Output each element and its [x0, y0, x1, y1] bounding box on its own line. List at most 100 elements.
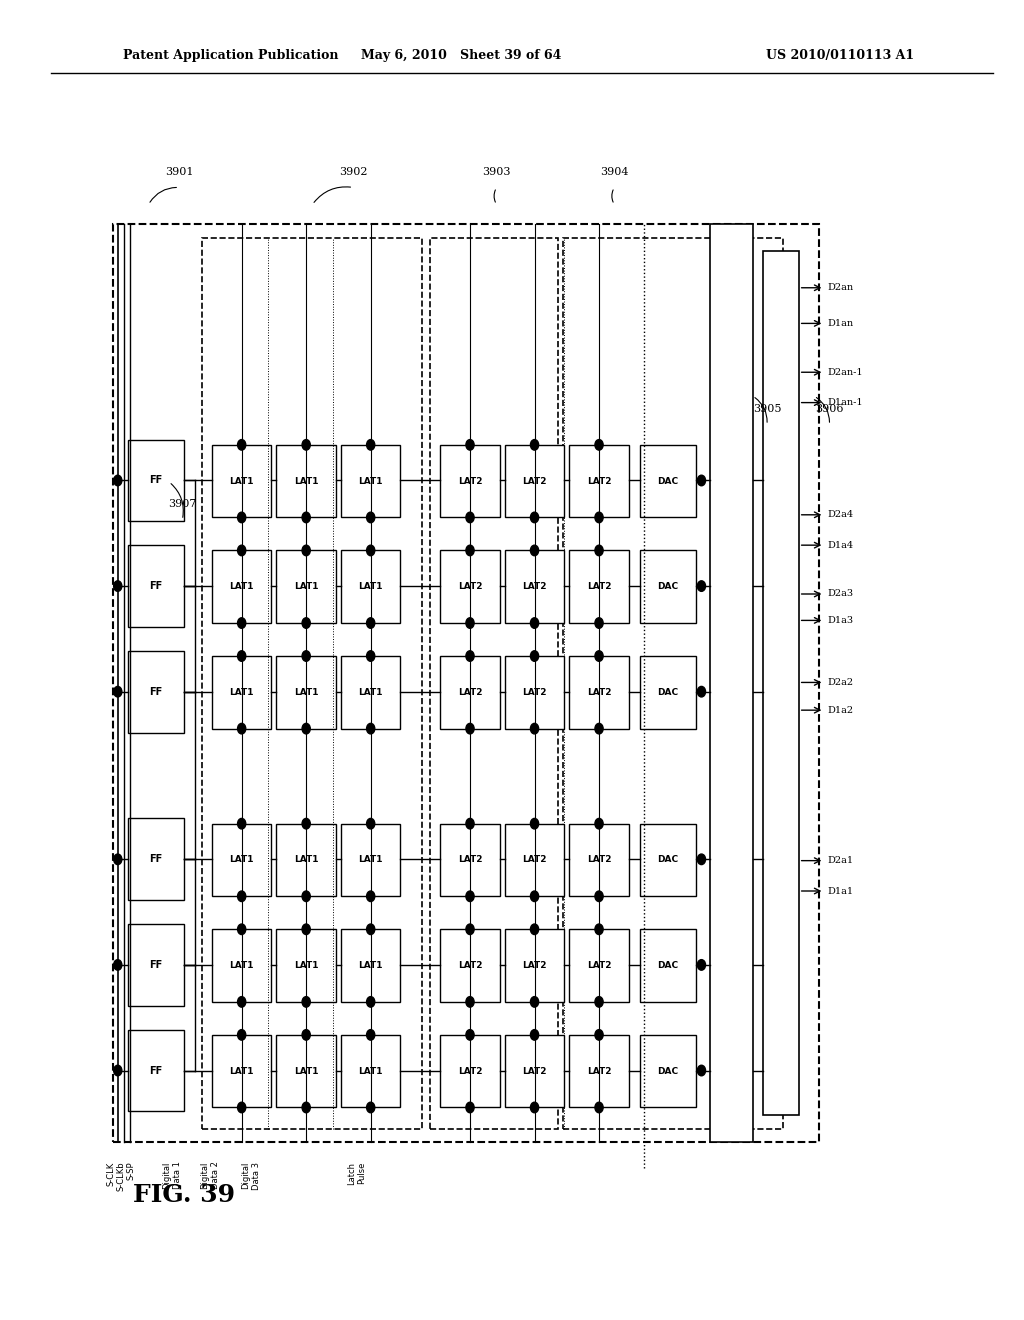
- FancyBboxPatch shape: [569, 656, 629, 729]
- Circle shape: [595, 818, 603, 829]
- Text: LAT1: LAT1: [358, 688, 383, 697]
- FancyBboxPatch shape: [341, 550, 400, 623]
- FancyBboxPatch shape: [128, 924, 184, 1006]
- Text: DAC: DAC: [657, 688, 679, 697]
- Circle shape: [595, 618, 603, 628]
- Circle shape: [530, 545, 539, 556]
- Circle shape: [697, 960, 706, 970]
- Text: D1a1: D1a1: [827, 887, 854, 895]
- Circle shape: [238, 545, 246, 556]
- Circle shape: [367, 1030, 375, 1040]
- Circle shape: [466, 1102, 474, 1113]
- Text: Digital
Data 3: Digital Data 3: [242, 1162, 260, 1189]
- Circle shape: [302, 924, 310, 935]
- FancyBboxPatch shape: [276, 824, 336, 896]
- Circle shape: [302, 440, 310, 450]
- Circle shape: [367, 618, 375, 628]
- FancyBboxPatch shape: [640, 445, 696, 517]
- Text: D2a1: D2a1: [827, 857, 854, 865]
- Text: LAT2: LAT2: [522, 477, 547, 486]
- FancyBboxPatch shape: [212, 929, 271, 1002]
- Text: 3906: 3906: [815, 404, 844, 414]
- FancyBboxPatch shape: [569, 445, 629, 517]
- Text: LAT1: LAT1: [294, 855, 318, 865]
- Text: DAC: DAC: [657, 961, 679, 970]
- Circle shape: [238, 440, 246, 450]
- Text: DAC: DAC: [657, 477, 679, 486]
- Text: D2an: D2an: [827, 284, 854, 292]
- Circle shape: [238, 997, 246, 1007]
- FancyBboxPatch shape: [276, 656, 336, 729]
- Text: LAT2: LAT2: [458, 582, 482, 591]
- Circle shape: [530, 651, 539, 661]
- Text: 3907: 3907: [168, 499, 197, 510]
- FancyBboxPatch shape: [640, 929, 696, 1002]
- Circle shape: [530, 440, 539, 450]
- Circle shape: [466, 440, 474, 450]
- Circle shape: [238, 1030, 246, 1040]
- Text: LAT2: LAT2: [522, 961, 547, 970]
- FancyBboxPatch shape: [202, 238, 422, 1129]
- Circle shape: [530, 997, 539, 1007]
- Text: Digital
Data 2: Digital Data 2: [201, 1162, 219, 1189]
- Circle shape: [466, 545, 474, 556]
- Text: Digital
Data 1: Digital Data 1: [163, 1162, 181, 1189]
- Circle shape: [367, 440, 375, 450]
- Circle shape: [367, 545, 375, 556]
- Circle shape: [114, 960, 122, 970]
- Text: LAT1: LAT1: [358, 855, 383, 865]
- Text: LAT1: LAT1: [229, 477, 254, 486]
- FancyBboxPatch shape: [505, 929, 564, 1002]
- FancyBboxPatch shape: [569, 929, 629, 1002]
- Text: D2a2: D2a2: [827, 678, 854, 686]
- Circle shape: [238, 891, 246, 902]
- FancyBboxPatch shape: [505, 824, 564, 896]
- FancyBboxPatch shape: [640, 656, 696, 729]
- Circle shape: [367, 1102, 375, 1113]
- Text: LAT1: LAT1: [229, 855, 254, 865]
- Text: LAT2: LAT2: [587, 961, 611, 970]
- Circle shape: [114, 581, 122, 591]
- FancyBboxPatch shape: [440, 550, 500, 623]
- Circle shape: [114, 1065, 122, 1076]
- Text: LAT1: LAT1: [294, 477, 318, 486]
- FancyBboxPatch shape: [763, 251, 799, 1115]
- Circle shape: [238, 512, 246, 523]
- Text: S-SP: S-SP: [127, 1162, 135, 1180]
- Text: LAT2: LAT2: [458, 855, 482, 865]
- Circle shape: [595, 924, 603, 935]
- Text: LAT2: LAT2: [587, 688, 611, 697]
- Text: 3902: 3902: [339, 166, 368, 177]
- Text: LAT2: LAT2: [522, 582, 547, 591]
- FancyBboxPatch shape: [505, 445, 564, 517]
- Circle shape: [302, 512, 310, 523]
- Text: LAT1: LAT1: [294, 688, 318, 697]
- Text: LAT2: LAT2: [522, 1067, 547, 1076]
- Text: LAT1: LAT1: [229, 961, 254, 970]
- Text: LAT1: LAT1: [229, 582, 254, 591]
- Text: LAT1: LAT1: [294, 1067, 318, 1076]
- Text: 3903: 3903: [482, 166, 511, 177]
- Circle shape: [367, 997, 375, 1007]
- Text: LAT1: LAT1: [358, 582, 383, 591]
- Text: LAT2: LAT2: [458, 477, 482, 486]
- Text: FF: FF: [150, 960, 163, 970]
- Text: LAT2: LAT2: [522, 688, 547, 697]
- Text: LAT2: LAT2: [458, 688, 482, 697]
- FancyBboxPatch shape: [569, 1035, 629, 1107]
- Text: D1a2: D1a2: [827, 706, 854, 714]
- Circle shape: [595, 440, 603, 450]
- Text: LAT1: LAT1: [358, 477, 383, 486]
- Text: May 6, 2010   Sheet 39 of 64: May 6, 2010 Sheet 39 of 64: [360, 49, 561, 62]
- Text: Patent Application Publication: Patent Application Publication: [123, 49, 338, 62]
- Circle shape: [466, 891, 474, 902]
- FancyBboxPatch shape: [569, 550, 629, 623]
- Circle shape: [302, 891, 310, 902]
- Circle shape: [302, 723, 310, 734]
- FancyBboxPatch shape: [341, 1035, 400, 1107]
- Circle shape: [595, 997, 603, 1007]
- Circle shape: [238, 818, 246, 829]
- Circle shape: [697, 854, 706, 865]
- Text: 3901: 3901: [165, 166, 194, 177]
- FancyBboxPatch shape: [440, 824, 500, 896]
